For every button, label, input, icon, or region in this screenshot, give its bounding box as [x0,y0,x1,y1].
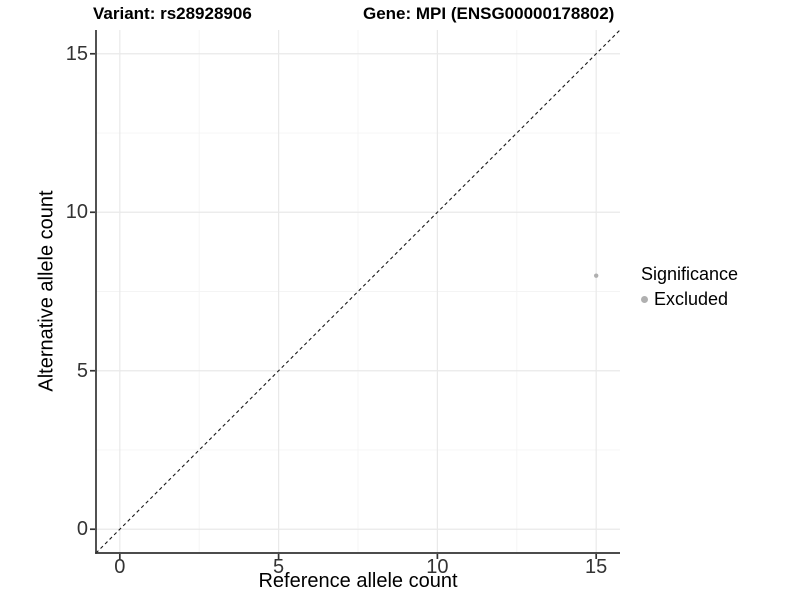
legend: Significance Excluded [641,264,738,309]
identity-line [95,29,621,554]
x-axis-title: Reference allele count [258,570,458,592]
legend-item-label: Excluded [654,289,729,309]
x-tick-label: 15 [585,556,608,578]
plot-title-variant: Variant: rs28928906 [93,4,252,23]
x-tick-label: 10 [426,556,449,578]
plot-title-gene: Gene: MPI (ENSG00000178802) [363,4,615,23]
y-tick-label: 10 [65,201,88,224]
legend-item: Excluded [641,289,738,309]
y-tick-label: 5 [76,359,88,382]
data-point [593,273,599,278]
x-tick-label: 0 [114,556,126,578]
y-tick-label: 15 [65,42,88,65]
legend-title: Significance [641,264,739,284]
x-tick-label: 5 [273,556,285,578]
y-tick-label: 0 [76,518,88,541]
y-axis-title: Alternative allele count [35,190,58,392]
legend-items: Excluded [641,289,738,309]
legend-key-dot-icon [641,295,648,303]
